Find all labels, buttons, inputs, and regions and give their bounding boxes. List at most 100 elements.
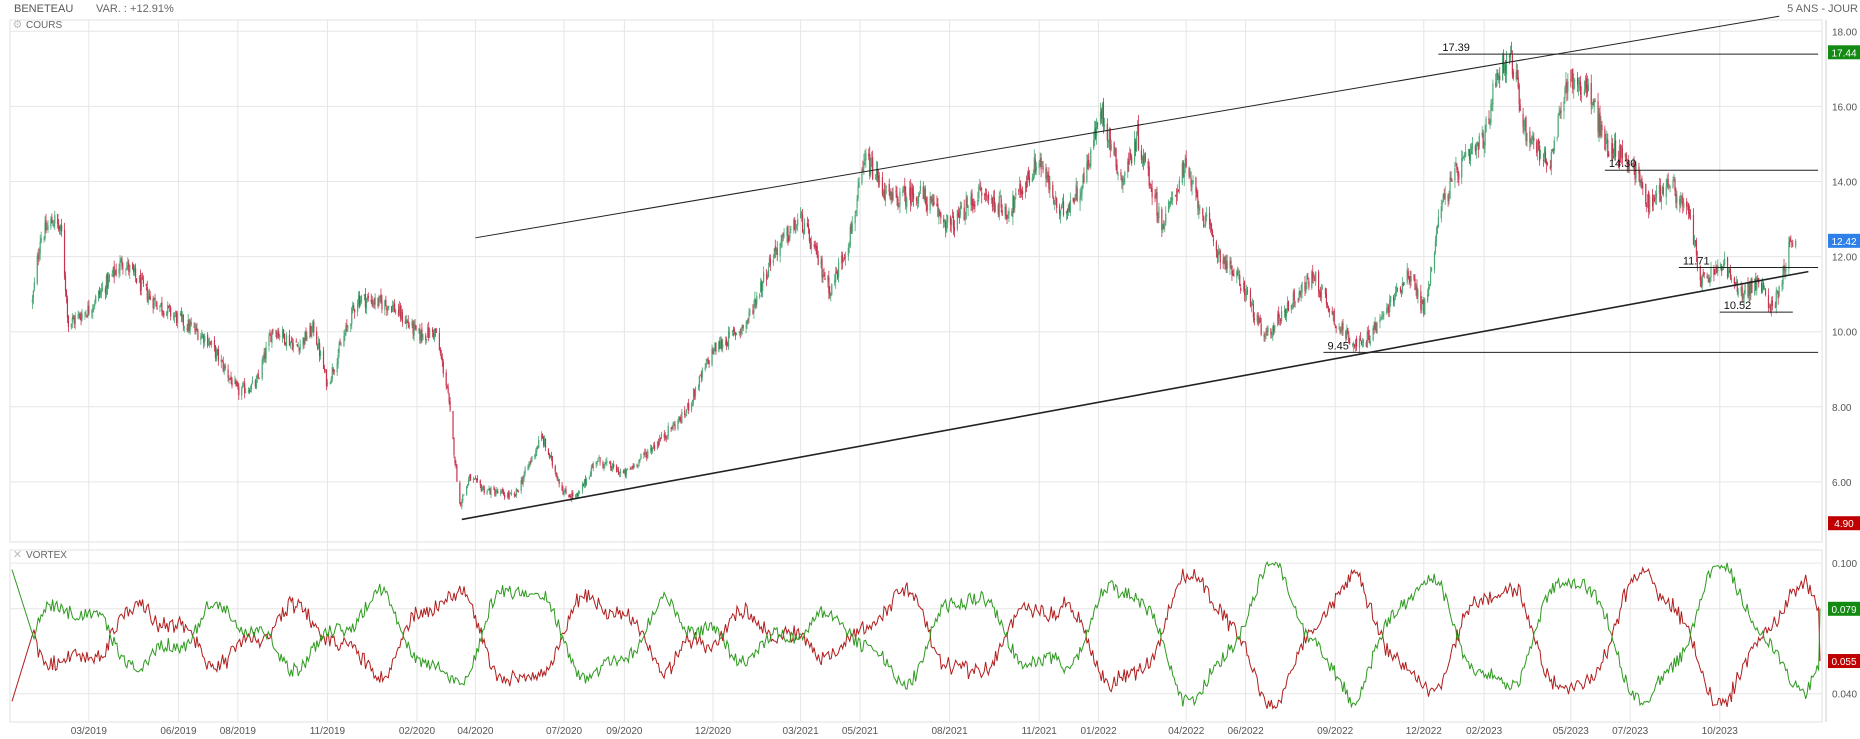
x-tick-label: 05/2021 [842,726,879,737]
candle-body [1041,165,1043,167]
candle-body [1161,209,1163,230]
candle [1137,114,1140,152]
candle [197,328,199,341]
candle-body [207,334,209,346]
candle [1237,266,1239,276]
candle-body [353,305,355,308]
candle-body [1271,335,1273,337]
candle-body [521,479,523,484]
candle-body [1407,271,1409,277]
gear-icon[interactable]: ⚙ [12,19,23,31]
candle [210,339,213,348]
candle [1333,308,1335,326]
candle-body [509,493,512,495]
candle-body [1095,127,1097,139]
candle-body [793,219,795,230]
candle-body [236,382,238,386]
candle-body [677,421,679,429]
candle-body [74,316,76,324]
candle-body [1230,260,1232,265]
candle [1498,72,1500,84]
candle [1300,284,1302,302]
candle-body [1590,83,1592,105]
candle [1585,72,1587,98]
period-selector[interactable]: 5 ANS - JOUR [1787,3,1858,15]
candle-body [578,491,581,494]
candle-body [354,309,356,313]
candle [1659,178,1661,203]
candle-body [919,186,921,191]
candle-body [728,333,731,335]
candle [264,347,266,363]
candle-body [106,274,108,289]
candle-body [937,203,939,217]
candle [836,267,838,274]
candle-body [372,303,374,305]
candle [1399,286,1402,294]
candle [829,285,831,299]
candle-body [503,491,505,496]
candle-body [1164,223,1166,226]
candle-body [1007,215,1009,219]
candle [1108,127,1110,151]
candle [1000,194,1002,213]
candle-body [1649,196,1651,213]
close-icon[interactable]: ✕ [12,549,23,561]
candle-body [1320,288,1323,299]
candle-body [125,269,127,271]
candle [550,451,552,461]
candle [650,444,652,454]
candle-body [740,327,742,335]
candle-body [1203,216,1205,227]
candle [776,241,778,262]
candle-body [1170,197,1173,202]
candle-body [686,409,688,414]
candle [255,375,257,390]
candle-body [1409,276,1411,283]
candle [1394,286,1397,300]
candle [438,327,440,351]
candle [855,209,857,217]
candle [963,199,965,221]
candle [156,301,158,310]
candle-body [1147,161,1149,169]
candle [1449,171,1451,200]
candle [1564,85,1566,104]
candle [1515,62,1517,83]
candle [718,340,720,353]
candle-body [272,329,274,332]
candle [1444,186,1446,205]
candle-body [754,298,756,303]
candle [665,435,667,443]
candle-body [1458,174,1460,180]
candle-body [869,154,871,176]
candle [1072,197,1074,204]
candle [1587,78,1589,92]
candle-body [584,478,587,485]
candle-body [780,240,782,246]
candle-body [1628,166,1630,171]
candle-body [500,491,502,495]
candle [618,471,621,478]
candle [581,481,584,494]
candle [104,285,107,300]
candle-body [527,466,529,469]
candle-body [1215,241,1217,252]
candle [447,383,449,394]
level-label: 11.71 [1683,255,1710,267]
candle-body [1381,315,1383,317]
candle-body [755,300,757,306]
candle-body [426,339,428,341]
candle [605,458,607,465]
candle-body [1129,152,1131,163]
candle [115,263,117,277]
candle [493,485,495,491]
candle-body [400,310,403,319]
candle [306,331,308,342]
candle-body [1165,213,1167,224]
candle-body [377,298,379,307]
candle-body [120,258,122,263]
candle [998,191,1000,221]
candle-body [849,227,851,247]
